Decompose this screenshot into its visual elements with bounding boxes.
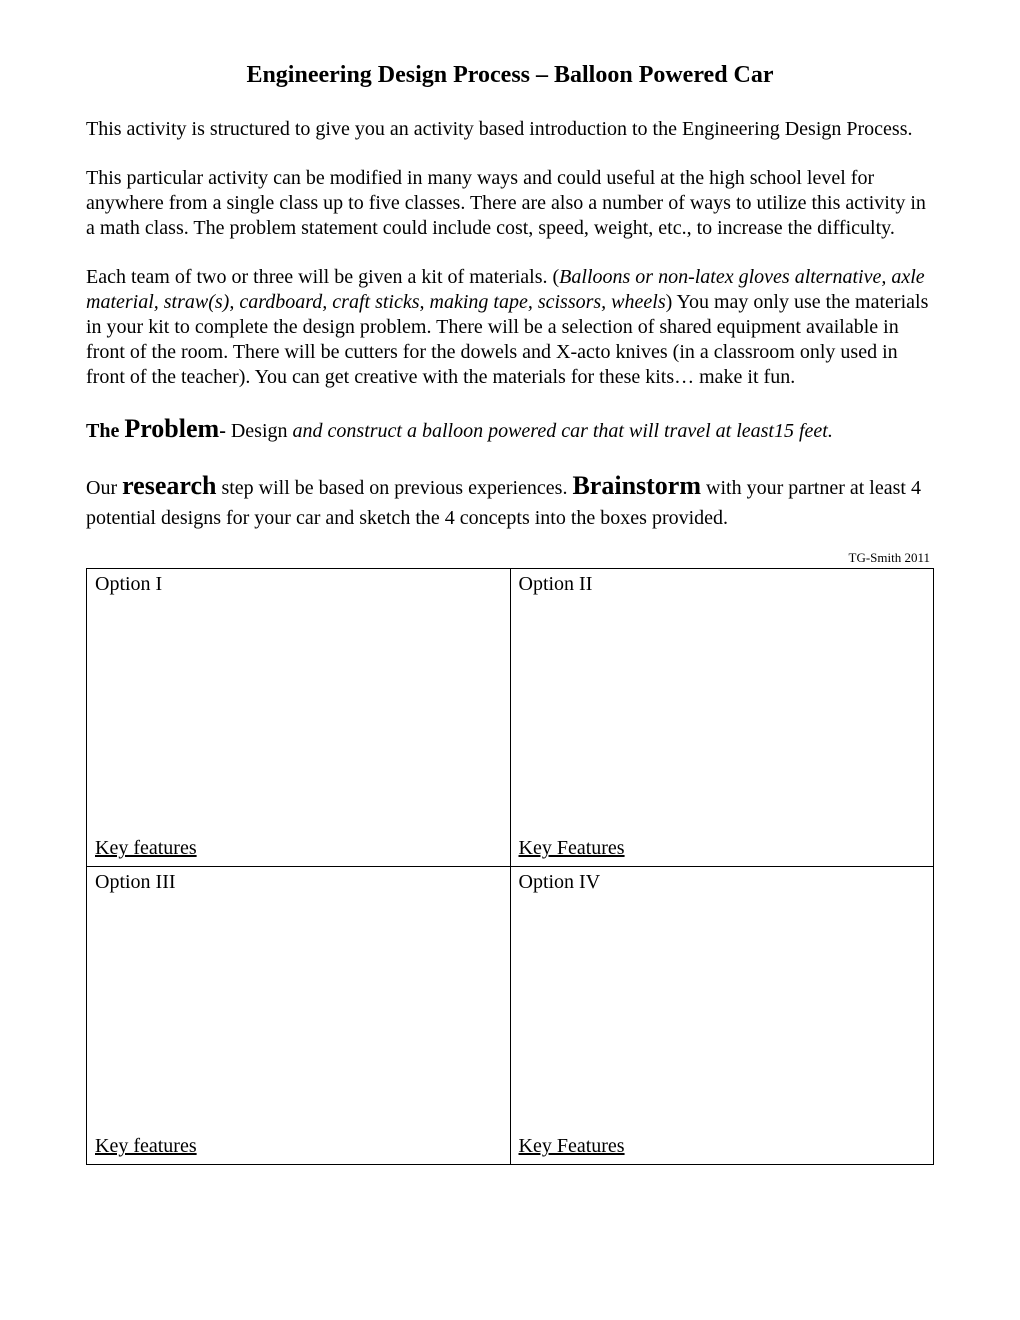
option-3-keyfeatures: Key features [95, 1135, 502, 1158]
option-1-keyfeatures: Key features [95, 837, 502, 860]
option-2-label: Option II [519, 573, 926, 596]
document-page: Engineering Design Process – Balloon Pow… [0, 0, 1020, 1320]
paragraph-materials: Each team of two or three will be given … [86, 265, 934, 390]
problem-dash: - [219, 420, 231, 442]
problem-statement: The Problem- Design and construct a ball… [86, 414, 934, 444]
attribution: TG-Smith 2011 [86, 550, 934, 566]
brainstorm-word: Brainstorm [572, 471, 701, 500]
paragraph-intro: This activity is structured to give you … [86, 117, 934, 142]
research-brainstorm: Our research step will be based on previ… [86, 468, 934, 532]
option-cell-2: Option II Key Features [510, 569, 934, 867]
option-cell-3: Option III Key features [87, 867, 511, 1165]
materials-text-a: Each team of two or three will be given … [86, 266, 559, 288]
research-word: research [122, 471, 216, 500]
problem-prefix: The [86, 420, 124, 442]
problem-word: Problem [124, 414, 219, 443]
research-a: Our [86, 477, 122, 499]
research-b: step will be based on previous experienc… [216, 477, 572, 499]
option-4-keyfeatures: Key Features [519, 1135, 926, 1158]
option-4-label: Option IV [519, 871, 926, 894]
option-cell-4: Option IV Key Features [510, 867, 934, 1165]
problem-design: Design [231, 420, 293, 442]
problem-rest: and construct a balloon powered car that… [293, 420, 833, 442]
design-options-grid: Option I Key features Option II Key Feat… [86, 568, 934, 1165]
page-title: Engineering Design Process – Balloon Pow… [86, 62, 934, 89]
option-3-label: Option III [95, 871, 502, 894]
paragraph-modification: This particular activity can be modified… [86, 166, 934, 241]
option-2-keyfeatures: Key Features [519, 837, 926, 860]
option-cell-1: Option I Key features [87, 569, 511, 867]
option-1-label: Option I [95, 573, 502, 596]
